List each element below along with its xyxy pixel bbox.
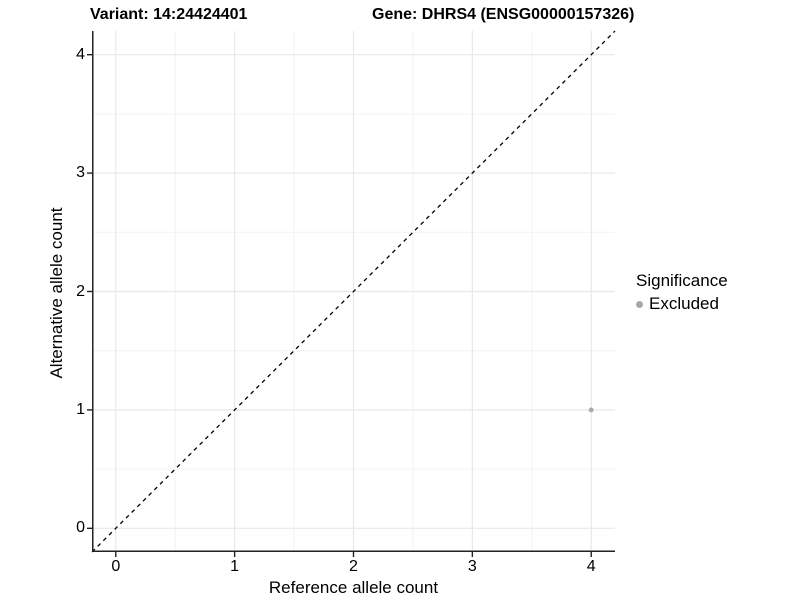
identity-dashed-line (91, 30, 616, 553)
plot-title-gene: Gene: DHRS4 (ENSG00000157326) (372, 6, 635, 23)
chart-canvas (87, 30, 616, 557)
y-tick-label: 2 (76, 282, 85, 300)
x-tick-label: 3 (467, 558, 477, 575)
y-tick-label: 1 (76, 400, 85, 418)
legend-item-label: Excluded (649, 294, 719, 313)
legend-item-excluded: Excluded (629, 294, 728, 314)
legend-point-icon (636, 300, 643, 308)
x-tick-label: 2 (349, 558, 358, 575)
plot-panel (87, 30, 616, 557)
data-point-excluded (588, 407, 594, 413)
x-tick-label: 0 (111, 558, 121, 575)
y-tick-label: 0 (76, 519, 85, 537)
y-tick-label: 3 (76, 164, 85, 182)
legend-title: Significance (636, 271, 728, 290)
x-axis-title: Reference allele count (268, 578, 439, 597)
y-tick-label: 4 (76, 45, 85, 63)
plot-title-variant: Variant: 14:24424401 (90, 6, 248, 23)
x-tick-label: 4 (586, 558, 596, 575)
x-tick-label: 1 (230, 558, 240, 575)
legend: Significance Excluded (629, 271, 728, 314)
